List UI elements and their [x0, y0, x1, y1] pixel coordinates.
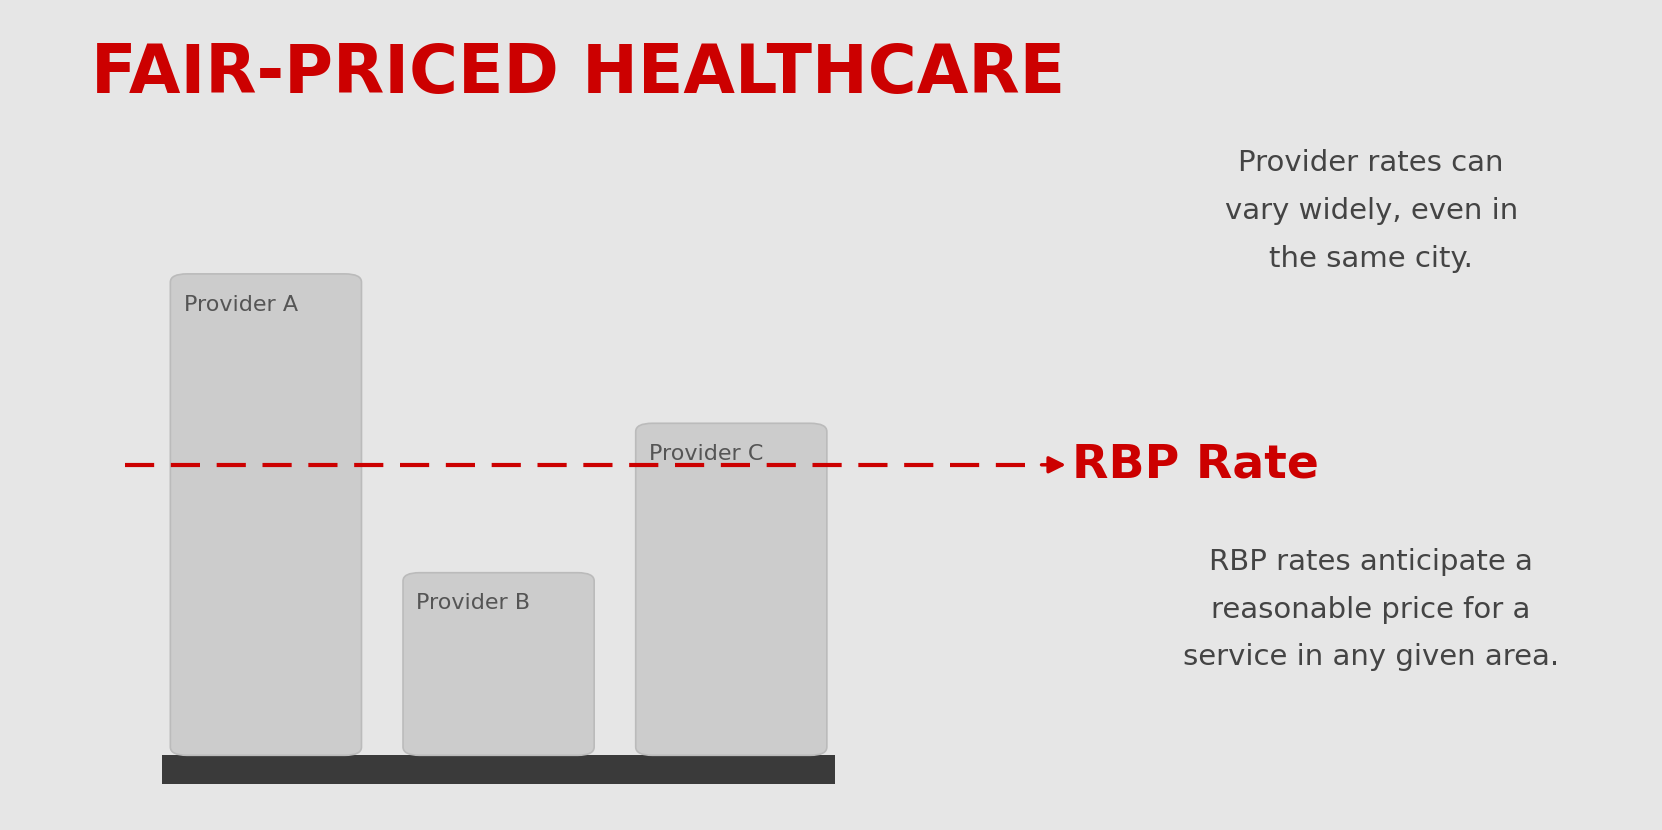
Text: RBP Rate: RBP Rate [1072, 442, 1320, 487]
FancyBboxPatch shape [171, 274, 362, 755]
Text: RBP rates anticipate a
reasonable price for a
service in any given area.: RBP rates anticipate a reasonable price … [1183, 548, 1559, 671]
Text: Provider C: Provider C [648, 444, 763, 464]
Text: Provider rates can
vary widely, even in
the same city.: Provider rates can vary widely, even in … [1225, 149, 1517, 273]
Text: Provider A: Provider A [184, 295, 297, 315]
Text: Provider B: Provider B [416, 593, 530, 613]
FancyBboxPatch shape [635, 423, 828, 755]
Text: FAIR-PRICED HEALTHCARE: FAIR-PRICED HEALTHCARE [91, 42, 1065, 108]
FancyBboxPatch shape [402, 573, 595, 755]
FancyBboxPatch shape [163, 755, 834, 784]
